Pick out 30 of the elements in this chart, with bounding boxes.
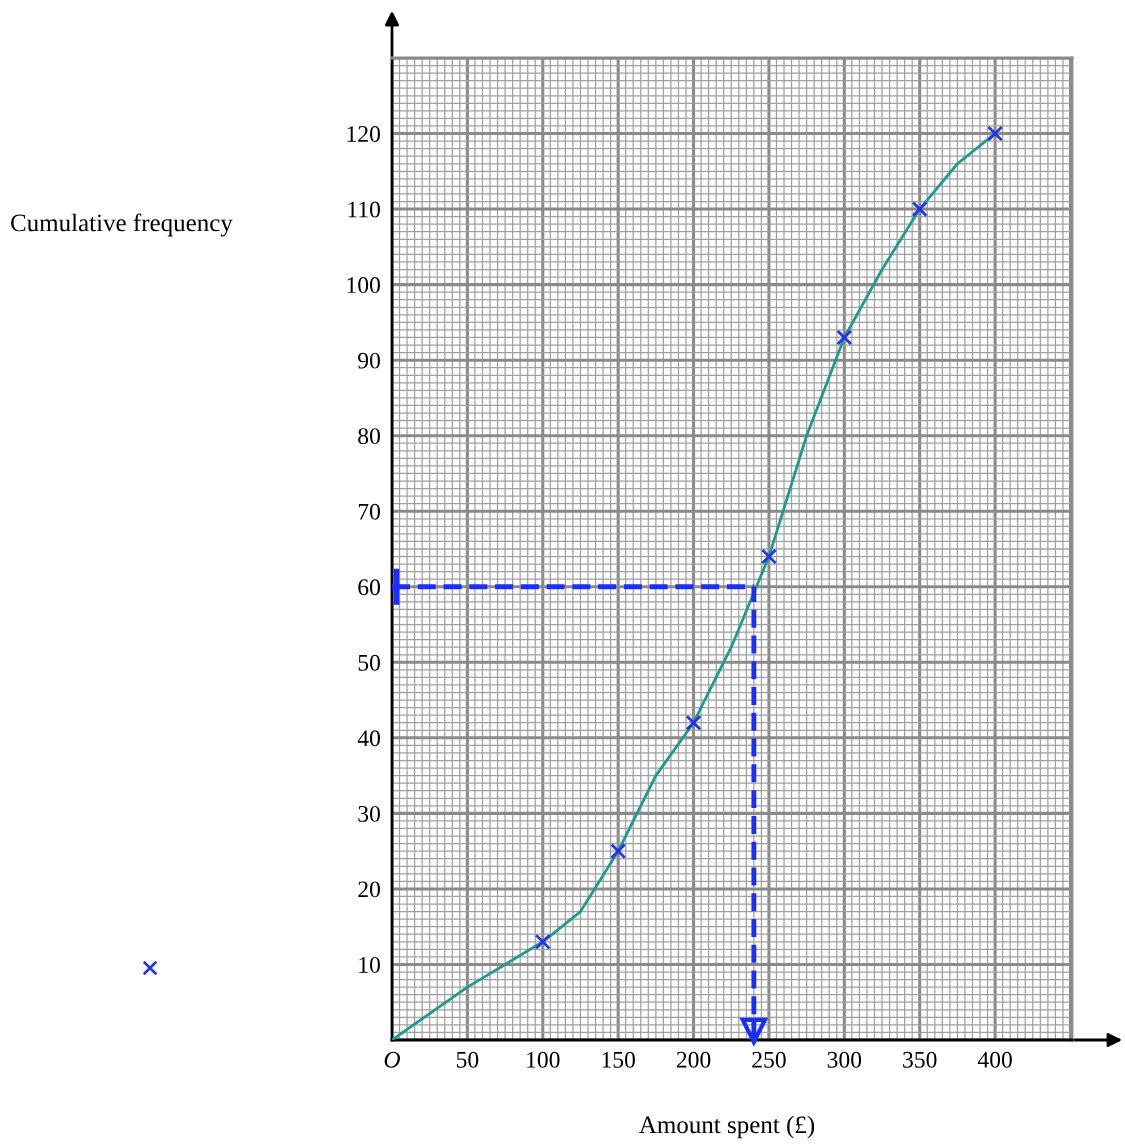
x-tick-label: 300	[827, 1051, 862, 1068]
y-axis-title: Cumulative frequency	[11, 213, 233, 237]
point	[760, 548, 777, 565]
y-tick-label: 90	[358, 352, 380, 369]
x-tick-label: 400	[977, 1051, 1012, 1068]
y-tick-label: 110	[348, 201, 380, 218]
x-tick-label: O	[384, 1051, 400, 1068]
y-tick-label: 60	[358, 579, 380, 596]
y-tick-label: 30	[358, 805, 380, 822]
x-tick-label: 250	[752, 1051, 786, 1068]
point	[534, 933, 551, 950]
x-axis-title: Amount spent (£)	[639, 1115, 815, 1139]
y-tick-label: 40	[357, 730, 380, 747]
y-tick-label: 100	[347, 277, 380, 294]
y-tick-label: 120	[347, 126, 380, 142]
point	[836, 329, 853, 346]
x-tick-label: 150	[602, 1051, 635, 1068]
x-tick-label: 200	[676, 1051, 711, 1068]
x-tick-label: 100	[527, 1051, 560, 1068]
y-tick-label: 50	[358, 654, 380, 671]
point	[610, 843, 627, 860]
point	[685, 714, 702, 731]
y-tick-label: 80	[358, 428, 380, 445]
y-tick-label: 20	[358, 881, 380, 898]
y-tick-label: 10	[359, 956, 380, 973]
point	[987, 125, 1004, 142]
y-tick-label: 70	[358, 503, 380, 520]
point	[911, 201, 928, 218]
x-tick-label: 350	[903, 1051, 937, 1068]
x-tick-label: 50	[456, 1051, 479, 1068]
